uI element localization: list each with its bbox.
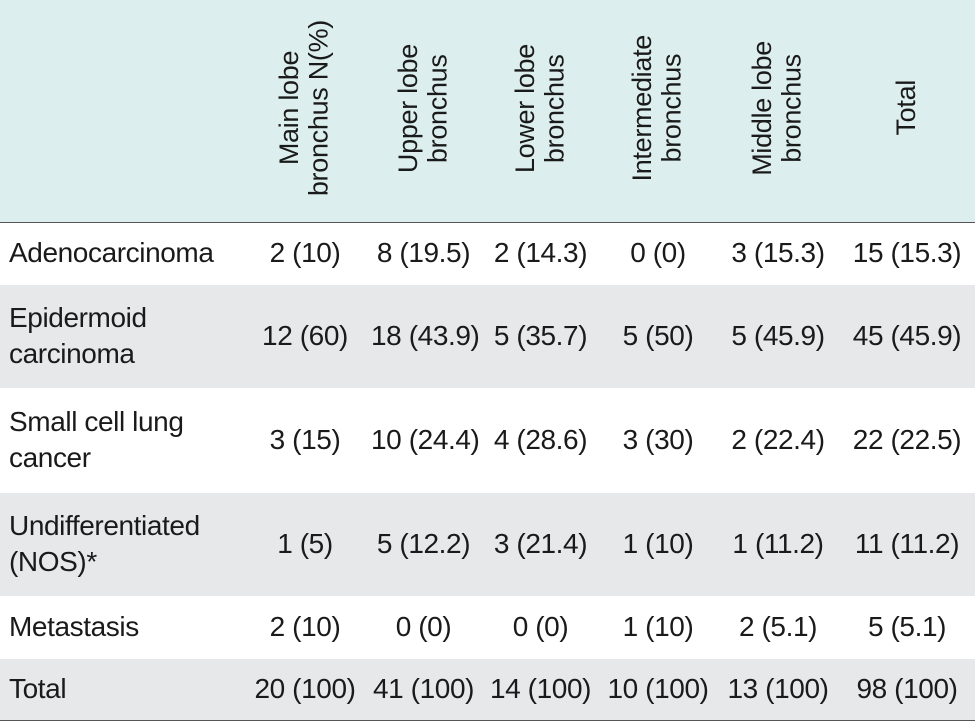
table-cell: 2 (10) <box>245 596 365 659</box>
table-cell: 41 (100) <box>365 658 482 721</box>
table-cell: 0 (0) <box>482 596 599 659</box>
table-cell: 98 (100) <box>839 658 975 721</box>
table-cell: 2 (22.4) <box>717 388 839 493</box>
table-cell: 1 (10) <box>599 492 717 597</box>
table-cell: 8 (19.5) <box>365 222 482 285</box>
table-cell: 5 (35.7) <box>482 284 599 389</box>
table-cell: 14 (100) <box>482 658 599 721</box>
table-cell: 13 (100) <box>717 658 839 721</box>
header-row: Main lobe bronchus N(%) Upper lobe bronc… <box>0 0 975 223</box>
table-cell: 3 (30) <box>599 388 717 493</box>
header-total: Total <box>839 0 975 223</box>
table-cell: 12 (60) <box>245 284 365 389</box>
table-row: Undifferentiated (NOS)* 1 (5) 5 (12.2) 3… <box>0 492 975 597</box>
table-cell: 5 (12.2) <box>365 492 482 597</box>
table-cell: 20 (100) <box>245 658 365 721</box>
table-cell: 15 (15.3) <box>839 222 975 285</box>
table-row: Epidermoid carcinoma 12 (60) 18 (43.9) 5… <box>0 284 975 389</box>
table-cell: 10 (24.4) <box>365 388 482 493</box>
header-main-lobe: Main lobe bronchus N(%) <box>245 0 365 223</box>
table-row: Adenocarcinoma 2 (10) 8 (19.5) 2 (14.3) … <box>0 222 975 285</box>
table-cell: 5 (5.1) <box>839 596 975 659</box>
row-label: Small cell lung cancer <box>0 388 245 493</box>
row-label: Metastasis <box>0 596 245 659</box>
header-upper-lobe: Upper lobe bronchus <box>365 0 482 223</box>
table-cell: 0 (0) <box>365 596 482 659</box>
header-intermediate: Intermediate bronchus <box>599 0 717 223</box>
table-cell: 2 (5.1) <box>717 596 839 659</box>
table-cell: 3 (21.4) <box>482 492 599 597</box>
row-label: Total <box>0 658 245 721</box>
table-cell: 0 (0) <box>599 222 717 285</box>
table-cell: 18 (43.9) <box>365 284 482 389</box>
table-cell: 1 (10) <box>599 596 717 659</box>
table-cell: 11 (11.2) <box>839 492 975 597</box>
row-label: Undifferentiated (NOS)* <box>0 492 245 597</box>
table-cell: 5 (45.9) <box>717 284 839 389</box>
table-cell: 4 (28.6) <box>482 388 599 493</box>
header-middle-lobe: Middle lobe bronchus <box>717 0 839 223</box>
table-cell: 1 (11.2) <box>717 492 839 597</box>
table-cell: 3 (15) <box>245 388 365 493</box>
table-cell: 10 (100) <box>599 658 717 721</box>
row-label: Epidermoid carcinoma <box>0 284 245 389</box>
table-cell: 2 (10) <box>245 222 365 285</box>
row-label: Adenocarcinoma <box>0 222 245 285</box>
table-cell: 1 (5) <box>245 492 365 597</box>
table-cell: 3 (15.3) <box>717 222 839 285</box>
table-row-total: Total 20 (100) 41 (100) 14 (100) 10 (100… <box>0 658 975 721</box>
table-cell: 5 (50) <box>599 284 717 389</box>
header-lower-lobe: Lower lobe bronchus <box>482 0 599 223</box>
table-cell: 45 (45.9) <box>839 284 975 389</box>
table-cell: 22 (22.5) <box>839 388 975 493</box>
table-cell: 2 (14.3) <box>482 222 599 285</box>
table-row: Metastasis 2 (10) 0 (0) 0 (0) 1 (10) 2 (… <box>0 596 975 659</box>
table-row: Small cell lung cancer 3 (15) 10 (24.4) … <box>0 388 975 493</box>
header-corner <box>0 0 245 223</box>
